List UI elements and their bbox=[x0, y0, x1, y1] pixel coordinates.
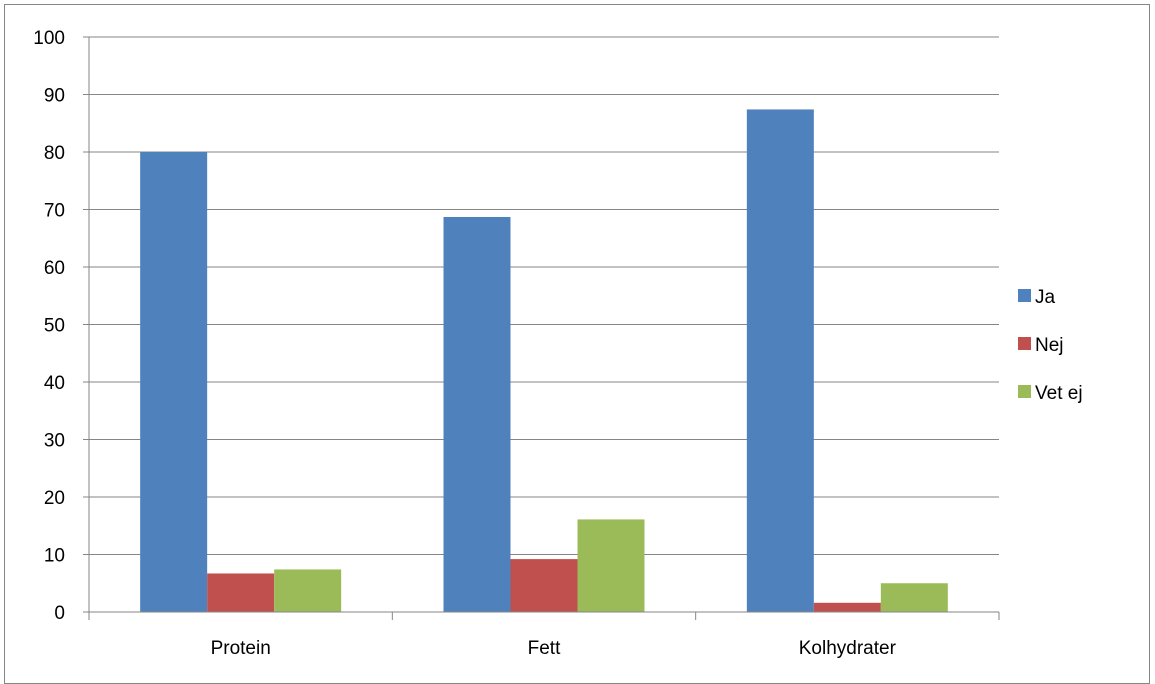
y-tick-label: 70 bbox=[44, 201, 65, 222]
y-tick-label: 60 bbox=[44, 258, 65, 279]
gridlines bbox=[89, 36, 999, 555]
legend-swatch bbox=[1018, 385, 1031, 398]
legend-swatch bbox=[1018, 337, 1031, 350]
bars bbox=[140, 109, 948, 612]
y-tick-label: 30 bbox=[44, 431, 65, 452]
legend-label: Ja bbox=[1035, 287, 1056, 308]
bar-ja-protein bbox=[140, 152, 208, 612]
bar-nej-protein bbox=[207, 573, 275, 612]
x-axis-ticks: Protein Fett Kolhydrater bbox=[211, 638, 897, 659]
axes bbox=[83, 36, 1000, 620]
bar-nej-kolhydrater bbox=[813, 602, 881, 612]
y-axis-ticks: 0 10 20 30 40 50 60 70 80 90 100 bbox=[33, 28, 65, 624]
y-tick-label: 100 bbox=[33, 28, 65, 49]
y-tick-label: 10 bbox=[44, 546, 65, 567]
y-tick-label: 0 bbox=[54, 603, 65, 624]
bar-vet-ej-protein bbox=[274, 569, 342, 612]
bar-ja-fett bbox=[443, 216, 511, 612]
x-tick-label: Protein bbox=[211, 638, 271, 659]
legend-label: Vet ej bbox=[1035, 383, 1083, 404]
bar-vet-ej-kolhydrater bbox=[880, 583, 948, 612]
y-tick-label: 40 bbox=[44, 373, 65, 394]
x-tick-label: Fett bbox=[528, 638, 561, 659]
x-tick-label: Kolhydrater bbox=[799, 638, 897, 659]
legend-label: Nej bbox=[1035, 335, 1064, 356]
y-tick-label: 80 bbox=[44, 143, 65, 164]
bar-nej-fett bbox=[510, 559, 578, 612]
y-tick-label: 20 bbox=[44, 488, 65, 509]
bar-vet-ej-fett bbox=[577, 519, 645, 612]
legend: Ja Nej Vet ej bbox=[1018, 287, 1083, 404]
bar-ja-kolhydrater bbox=[746, 109, 814, 612]
legend-swatch bbox=[1018, 289, 1031, 302]
y-tick-label: 90 bbox=[44, 86, 65, 107]
y-tick-label: 50 bbox=[44, 316, 65, 337]
